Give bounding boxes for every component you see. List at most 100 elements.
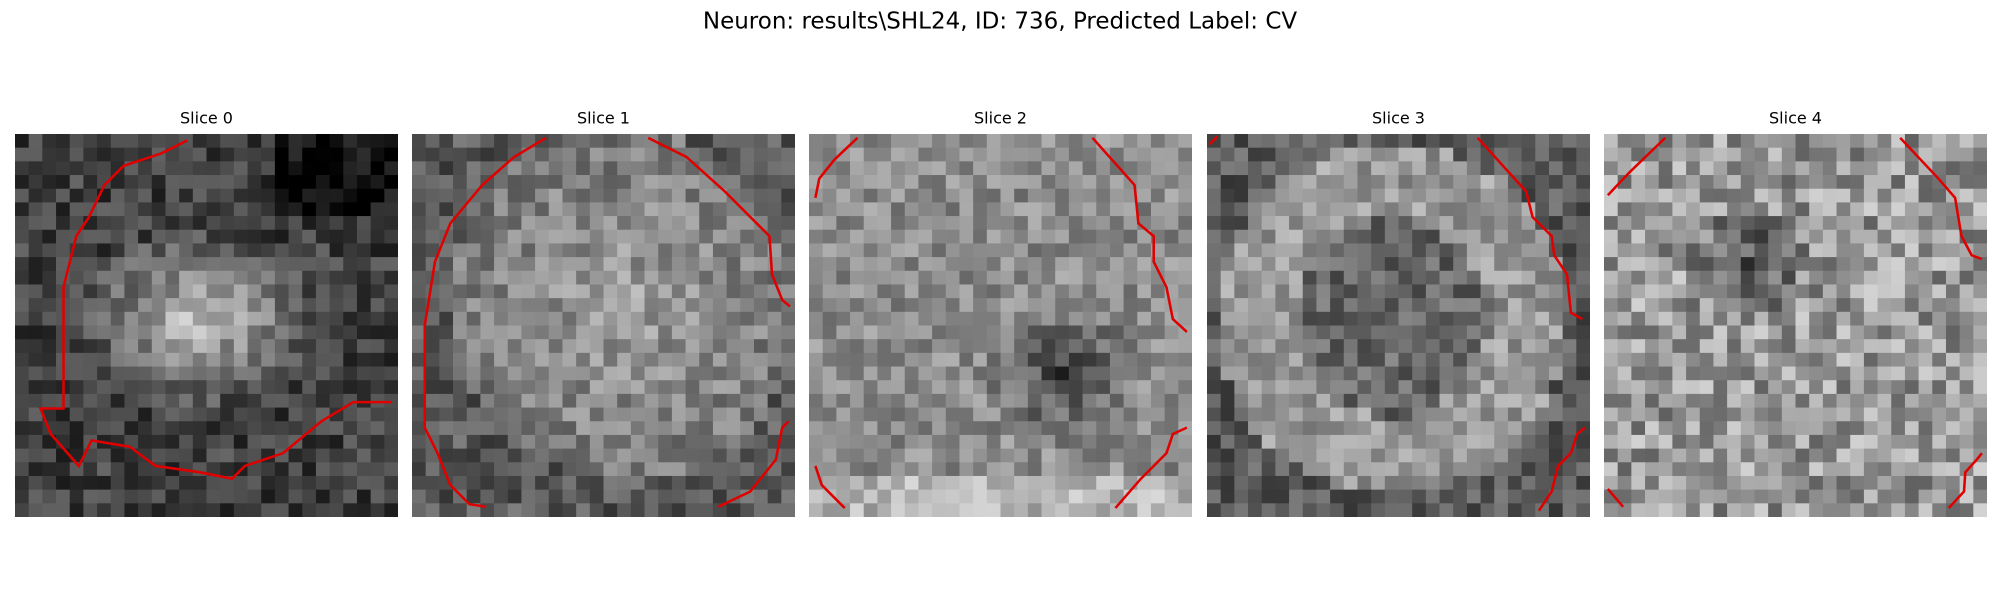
pixel <box>712 243 727 258</box>
pixel <box>1000 243 1015 258</box>
pixel <box>1740 325 1755 340</box>
pixel <box>206 380 221 395</box>
pixel <box>1289 448 1304 463</box>
pixel <box>1439 462 1454 477</box>
pixel <box>1041 161 1056 176</box>
pixel <box>781 339 795 354</box>
pixel <box>28 366 43 381</box>
pixel <box>1137 380 1152 395</box>
pixel <box>726 503 741 517</box>
pixel <box>973 270 988 285</box>
pixel <box>1412 503 1427 517</box>
pixel <box>343 257 358 272</box>
pixel <box>1302 393 1317 408</box>
pixel <box>521 325 536 340</box>
pixel <box>1781 202 1796 217</box>
pixel <box>69 352 84 367</box>
pixel <box>863 434 878 449</box>
pixel <box>1234 147 1249 162</box>
pixel <box>1836 243 1851 258</box>
pixel <box>740 298 755 313</box>
pixel <box>658 462 673 477</box>
pixel <box>1466 311 1481 326</box>
pixel <box>1316 448 1331 463</box>
pixel <box>1822 421 1837 436</box>
pixel <box>1371 134 1386 149</box>
pixel <box>233 284 248 299</box>
pixel <box>781 489 795 504</box>
pixel <box>1617 366 1632 381</box>
pixel <box>1617 407 1632 422</box>
pixel <box>138 407 153 422</box>
pixel <box>274 147 289 162</box>
pixel <box>315 489 330 504</box>
pixel <box>1507 147 1522 162</box>
pixel <box>1809 229 1824 244</box>
pixel <box>850 147 865 162</box>
pixel <box>110 147 125 162</box>
pixel <box>315 202 330 217</box>
pixel <box>1672 202 1687 217</box>
pixel <box>973 407 988 422</box>
pixel <box>1891 298 1906 313</box>
pixel <box>15 448 30 463</box>
pixel <box>699 311 714 326</box>
pixel <box>1137 352 1152 367</box>
pixel <box>480 352 495 367</box>
pixel <box>494 339 509 354</box>
pixel <box>1330 270 1345 285</box>
pixel <box>329 393 344 408</box>
pixel <box>315 325 330 340</box>
pixel <box>1904 229 1919 244</box>
pixel <box>384 407 398 422</box>
pixel <box>753 448 769 463</box>
pixel <box>151 448 166 463</box>
pixel <box>138 325 153 340</box>
pixel <box>932 216 947 231</box>
pixel <box>740 380 755 395</box>
pixel <box>726 298 741 313</box>
pixel <box>658 489 673 504</box>
pixel <box>220 202 235 217</box>
pixel <box>315 393 330 408</box>
pixel <box>1645 448 1660 463</box>
pixel <box>480 270 495 285</box>
pixel <box>412 352 427 367</box>
pixel <box>822 448 837 463</box>
pixel <box>1945 448 1961 463</box>
pixel <box>685 339 700 354</box>
pixel <box>302 503 317 517</box>
pixel <box>1836 325 1851 340</box>
pixel <box>630 393 645 408</box>
pixel <box>1316 339 1331 354</box>
pixel <box>110 503 125 517</box>
pixel <box>1877 503 1892 517</box>
pixel <box>1727 503 1742 517</box>
pixel <box>206 448 221 463</box>
pixel <box>726 366 741 381</box>
pixel <box>466 421 481 436</box>
pixel <box>42 243 57 258</box>
pixel <box>110 434 125 449</box>
pixel <box>1466 352 1481 367</box>
pixel <box>220 448 235 463</box>
pixel <box>1480 475 1495 491</box>
pixel <box>165 352 180 367</box>
pixel <box>1357 407 1372 422</box>
pixel <box>1082 270 1097 285</box>
pixel <box>1932 448 1947 463</box>
pixel <box>206 311 221 326</box>
pixel <box>412 243 427 258</box>
pixel <box>453 147 468 162</box>
pixel <box>1795 175 1810 190</box>
pixel <box>124 311 139 326</box>
pixel <box>1576 188 1590 203</box>
pixel <box>1330 393 1345 408</box>
pixel <box>1713 147 1728 162</box>
pixel <box>1289 202 1304 217</box>
pixel <box>97 407 112 422</box>
pixel <box>69 134 84 149</box>
pixel <box>1027 202 1042 217</box>
pixel <box>1781 462 1796 477</box>
pixel <box>97 352 112 367</box>
